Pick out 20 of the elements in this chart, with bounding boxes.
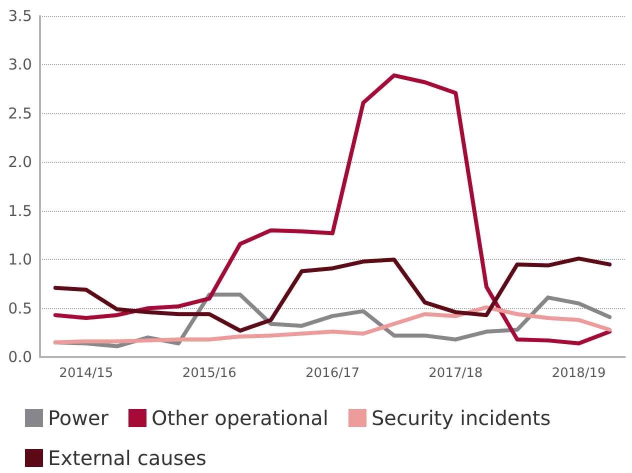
x-tick-label: 2017/18: [428, 366, 483, 381]
y-tick-label: 0.0: [8, 348, 32, 366]
x-tick-label: 2015/16: [182, 366, 236, 381]
y-tick-label: 1.5: [8, 202, 32, 220]
legend-label: Security incidents: [371, 406, 551, 430]
line-series: [53, 73, 612, 346]
legend-label: Power: [48, 406, 110, 430]
y-tick-label: 1.0: [8, 250, 32, 269]
x-tick-label: 2018/19: [552, 366, 606, 381]
legend-label: External causes: [48, 446, 206, 470]
y-tick-label: 3.0: [8, 56, 32, 74]
y-tick-label: 2.0: [8, 153, 32, 172]
x-tick-label: 2016/17: [305, 366, 360, 381]
y-tick-label: 0.5: [8, 299, 32, 318]
line-series: [53, 256, 612, 333]
legend-label: Other operational: [151, 406, 328, 430]
x-tick-label: 2014/15: [59, 366, 114, 381]
y-tick-label: 2.5: [8, 104, 32, 122]
y-tick-label: 3.5: [8, 7, 32, 25]
line-series: [53, 305, 612, 344]
